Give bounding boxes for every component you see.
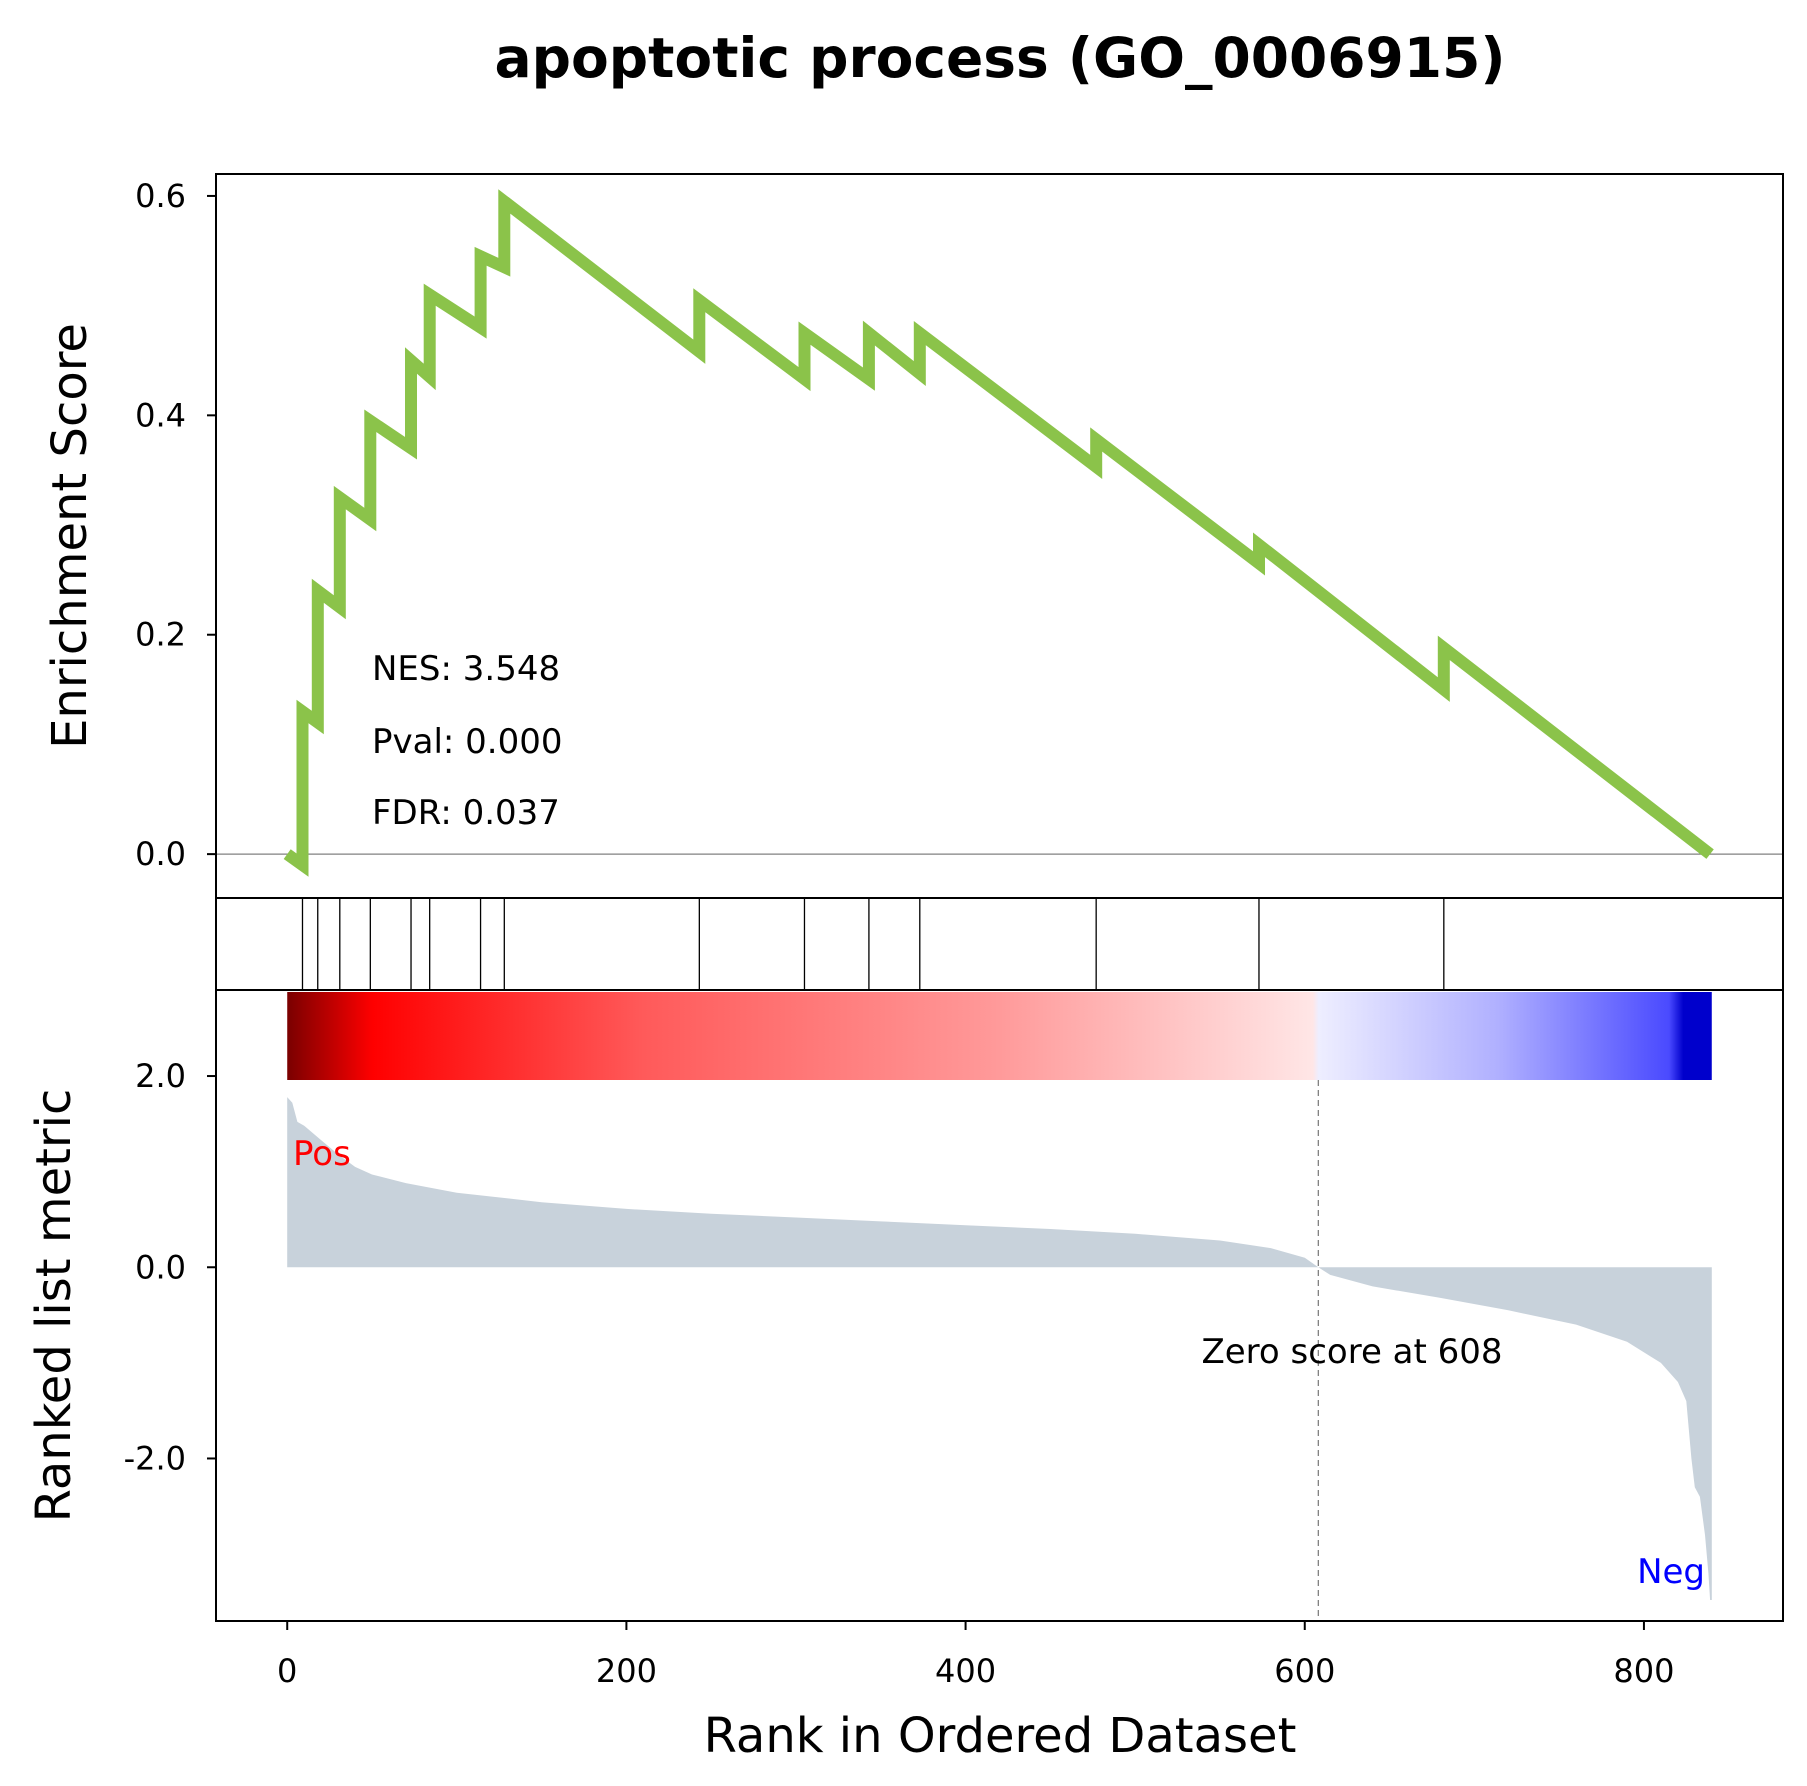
zero-score-label: Zero score at 608 (1201, 1332, 1502, 1372)
ranked-frame (215, 989, 1784, 1622)
neg-label: Neg (1637, 1552, 1705, 1592)
es-y-tick-label: 0.6 (135, 177, 186, 215)
es-y-tick-label: 0.0 (135, 835, 186, 873)
es-line-series (283, 189, 1714, 877)
chart-title: apoptotic process (GO_0006915) (495, 26, 1506, 90)
x-tick-label: 800 (1613, 1652, 1674, 1690)
ranked-y-ticks: 2.0 0.0 -2.0 (124, 1057, 216, 1477)
x-tick-label: 400 (935, 1652, 996, 1690)
enrichment-panel: 0.0 0.2 0.4 0.6 Enrichment Score NES: 3.548… (42, 173, 1784, 899)
hit-lines (301, 898, 1445, 990)
pval-label: Pval: 0.000 (372, 722, 563, 762)
x-axis-label: Rank in Ordered Dataset (704, 1708, 1297, 1764)
x-tick-label: 600 (1274, 1652, 1335, 1690)
ranked-y-tick-label: -2.0 (124, 1439, 186, 1477)
hits-panel (215, 897, 1784, 991)
es-y-axis-label: Enrichment Score (42, 323, 98, 749)
ranked-y-tick-label: 0.0 (135, 1248, 186, 1286)
ranked-metric-area (287, 1097, 1712, 1600)
es-y-tick-label: 0.4 (135, 396, 186, 434)
x-tick-label: 200 (596, 1652, 657, 1690)
ranked-panel: Zero score at 608 Pos Neg 2.0 0.0 -2.0 Ran… (26, 989, 1784, 1764)
es-y-ticks: 0.0 0.2 0.4 0.6 (135, 177, 216, 873)
pos-label: Pos (293, 1134, 351, 1174)
nes-label: NES: 3.548 (372, 649, 560, 689)
x-axis-ticks: 0 200 400 600 800 (277, 1621, 1674, 1690)
es-y-tick-label: 0.2 (135, 616, 186, 654)
fdr-label: FDR: 0.037 (372, 793, 560, 833)
hits-frame (215, 897, 1784, 991)
ranked-y-tick-label: 2.0 (135, 1057, 186, 1095)
ranked-y-axis-label: Ranked list metric (26, 1089, 82, 1523)
x-tick-label: 0 (277, 1652, 297, 1690)
enrichment-frame (215, 173, 1784, 899)
rank-colorbar (287, 992, 1712, 1080)
